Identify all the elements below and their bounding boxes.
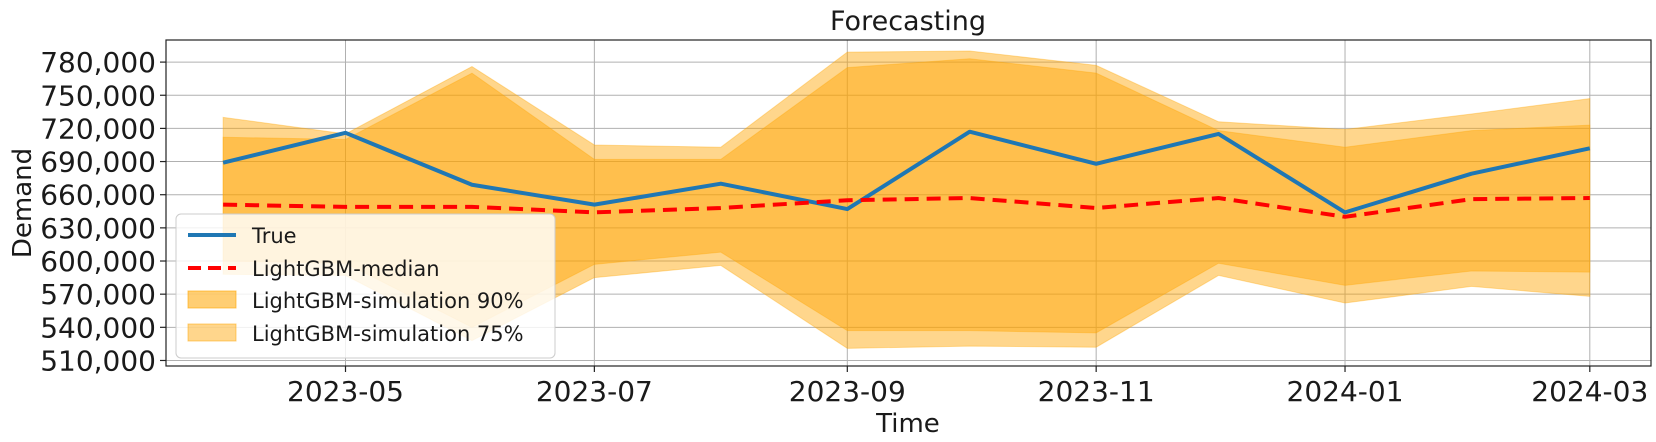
legend-frame [175, 213, 556, 359]
legend: True LightGBM-median LightGBM-simulation… [175, 213, 556, 359]
series-median-line [223, 196, 1590, 219]
y-tick-label: 630,000 [40, 212, 156, 245]
y-axis-label: Demand [8, 148, 38, 258]
y-tick-label: 510,000 [40, 344, 156, 377]
y-tick-label: 720,000 [40, 112, 156, 145]
series-lines [222, 129, 1591, 219]
x-tick-label: 2023-09 [789, 375, 906, 408]
legend-label-band-90: LightGBM-simulation 90% [252, 289, 524, 313]
legend-swatch-band-90 [187, 290, 237, 309]
y-axis-ticks: 510,000540,000570,000600,000630,000660,0… [40, 46, 166, 377]
y-tick-label: 780,000 [40, 46, 156, 79]
x-axis-ticks: 2023-05 2023-07 2023-09 2023-11 2024-01 2024-… [287, 366, 1648, 408]
y-tick-label: 540,000 [40, 311, 156, 344]
x-tick-label: 2023-07 [536, 375, 653, 408]
x-tick-label: 2024-01 [1287, 375, 1404, 408]
y-tick-label: 660,000 [40, 179, 156, 212]
plot-area-frame [165, 39, 1652, 367]
series-true-line [222, 129, 1591, 215]
x-axis-label: Time [875, 409, 940, 439]
legend-label-band-75: LightGBM-simulation 75% [252, 322, 524, 346]
y-tick-label: 750,000 [40, 79, 156, 112]
y-tick-label: 690,000 [40, 146, 156, 179]
legend-label-true: True [251, 224, 297, 248]
x-tick-label: 2024-03 [1531, 375, 1648, 408]
chart-title: Forecasting [830, 6, 986, 37]
x-tick-label: 2023-11 [1038, 375, 1155, 408]
y-tick-label: 570,000 [40, 278, 156, 311]
legend-swatch-band-75 [187, 323, 237, 342]
band-75 [222, 58, 1591, 334]
legend-label-median: LightGBM-median [252, 257, 440, 281]
y-tick-label: 600,000 [40, 245, 156, 278]
x-tick-label: 2023-05 [287, 375, 404, 408]
